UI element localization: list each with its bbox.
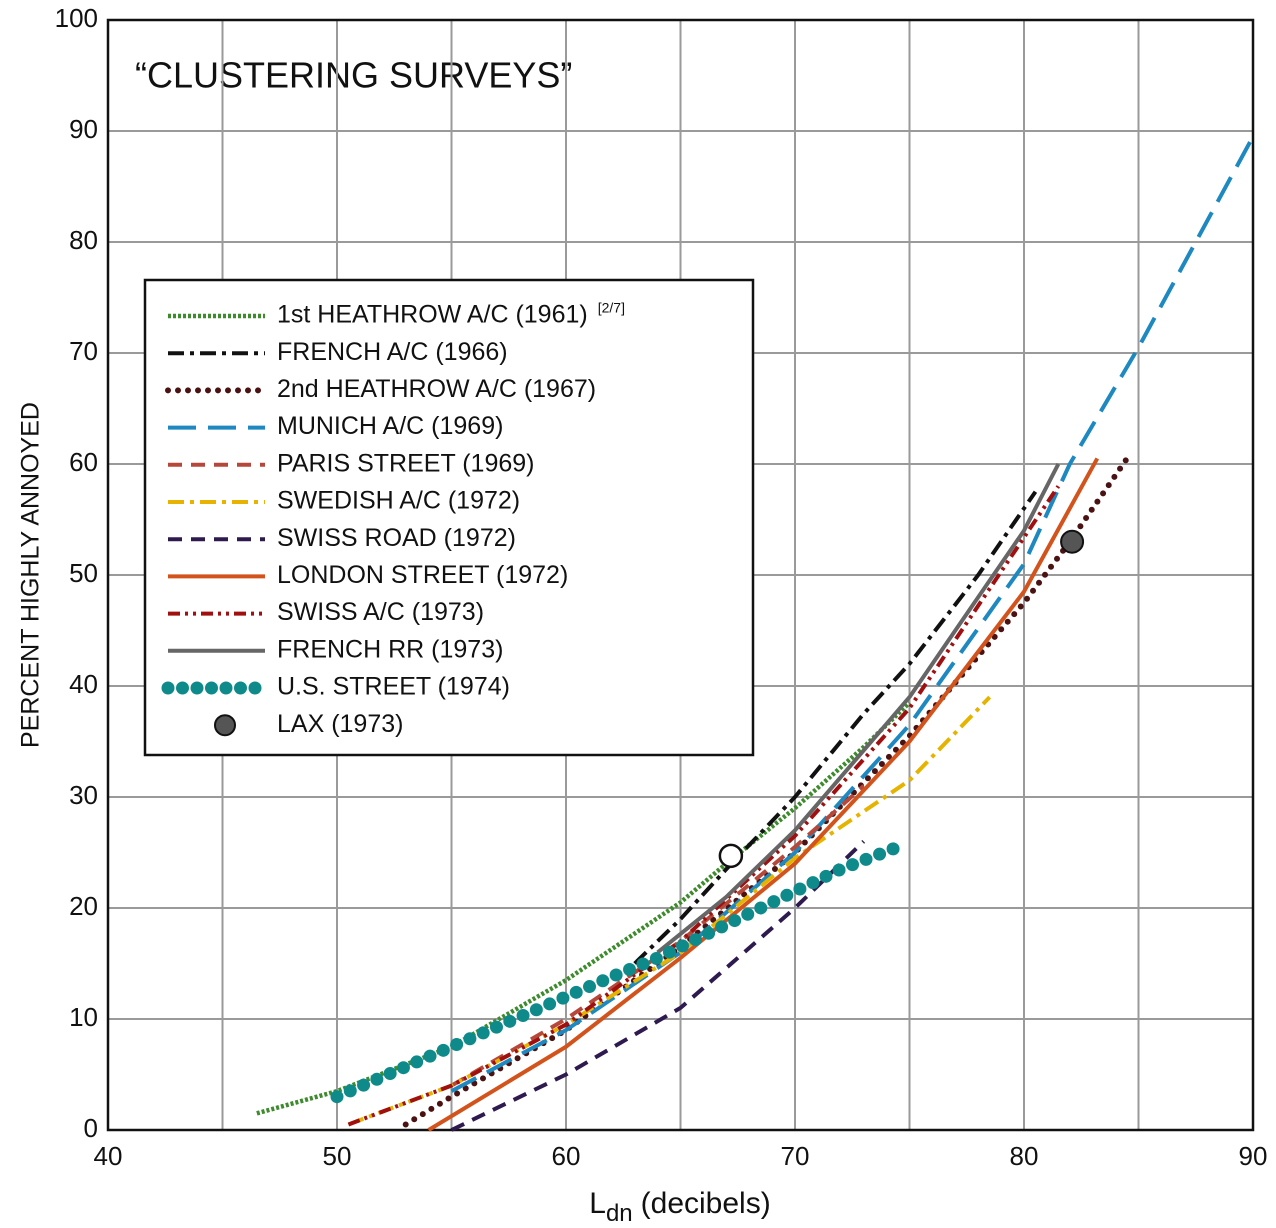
legend-label: 2nd HEATHROW A/C (1967) (277, 375, 596, 403)
legend-label: FRENCH RR (1973) (277, 635, 503, 663)
y-tick-label: 10 (69, 1002, 98, 1032)
x-label-main: L (589, 1187, 606, 1220)
series-line (656, 463, 1061, 954)
legend-label: SWEDISH A/C (1972) (277, 487, 520, 515)
y-tick-label: 100 (55, 3, 98, 33)
x-tick-label: 50 (323, 1141, 352, 1171)
series-line (633, 490, 1038, 965)
x-tick-label: 80 (1010, 1141, 1039, 1171)
x-tick-label: 60 (552, 1141, 581, 1171)
legend-label: FRENCH A/C (1966) (277, 338, 508, 366)
y-axis-label: PERCENT HIGHLY ANNOYED (17, 402, 45, 748)
legend-label: SWISS ROAD (1972) (277, 524, 516, 552)
x-label-subscript: dn (606, 1200, 633, 1227)
legend-note: [2/7] (598, 300, 625, 316)
y-tick-label: 0 (84, 1113, 98, 1143)
y-tick-label: 80 (69, 225, 98, 255)
point (1060, 529, 1085, 554)
legend-box (143, 278, 755, 757)
legend-label: 1st HEATHROW A/C (1961) (277, 301, 588, 329)
legend: 1st HEATHROW A/C (1961) [2/7] FRENCH A/C (… (143, 278, 755, 757)
legend-marker (214, 714, 236, 737)
legend-label: LAX (1973) (277, 710, 403, 738)
y-tick-label: 60 (69, 447, 98, 477)
x-label-unit: (decibels) (641, 1187, 771, 1220)
series-line (402, 455, 1131, 1128)
legend-label: MUNICH A/C (1969) (277, 412, 503, 440)
y-tick-label: 90 (69, 114, 98, 144)
legend-label: PARIS STREET (1969) (277, 449, 535, 477)
x-tick-label: 90 (1239, 1141, 1268, 1171)
y-tick-label: 40 (69, 669, 98, 699)
series-line (427, 457, 1100, 1132)
x-tick-label: 40 (94, 1141, 123, 1171)
y-tick-label: 30 (69, 780, 98, 810)
legend-label: U.S. STREET (1974) (277, 673, 510, 701)
y-tick-label: 70 (69, 336, 98, 366)
open-point (718, 843, 744, 869)
chart-title: “CLUSTERING SURVEYS” (135, 55, 572, 96)
series-line (450, 135, 1255, 1093)
y-tick-label: 20 (69, 891, 98, 921)
y-tick-label: 50 (69, 558, 98, 588)
series-line (450, 784, 866, 1088)
x-tick-label: 70 (781, 1141, 810, 1171)
plot-frame (106, 18, 1255, 1132)
series-line (256, 701, 912, 1116)
legend-label: LONDON STREET (1972) (277, 561, 568, 589)
legend-label: SWISS A/C (1973) (277, 598, 484, 626)
x-axis-label: Ldn (decibels) (589, 1187, 770, 1227)
series-line (330, 840, 905, 1104)
